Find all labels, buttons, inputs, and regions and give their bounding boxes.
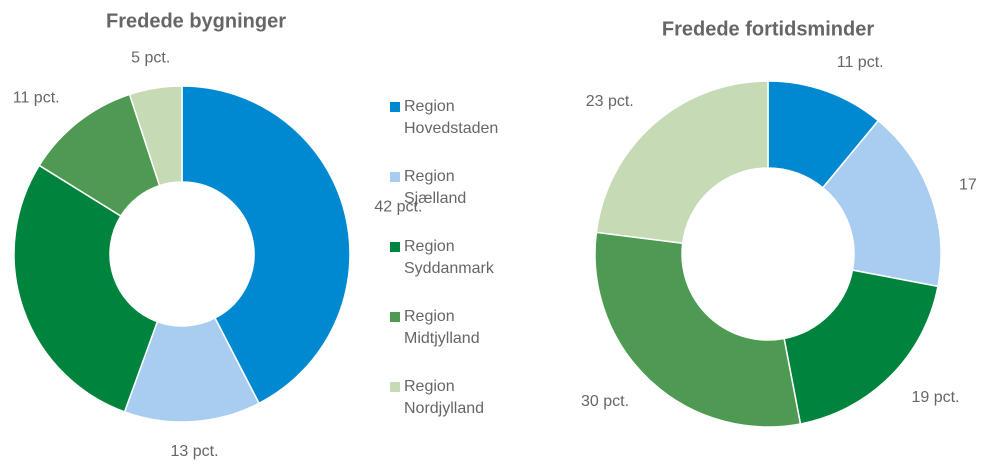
data-label: 17 pct. (959, 176, 982, 193)
data-label: 30 pct. (581, 393, 629, 410)
legend-item: Region Midtjylland (390, 306, 520, 376)
legend-swatch (390, 382, 400, 392)
legend: Region Hovedstaden Region Sjælland Region … (390, 96, 520, 446)
data-label: 42 pct. (374, 199, 422, 216)
data-label: 11 pct. (13, 90, 60, 107)
legend-swatch (390, 172, 400, 182)
donut-slice (13, 164, 159, 413)
legend-label: Region Hovedstaden (404, 98, 499, 137)
legend-label: Region Nordjylland (404, 378, 485, 417)
donut-slice (595, 80, 769, 245)
data-label: 13 pct. (171, 443, 219, 460)
donut-slice (821, 119, 942, 288)
legend-label: Region Sjælland (404, 168, 467, 207)
legend-item: Region Sjælland (390, 166, 520, 236)
data-label: 11 pct. (837, 54, 884, 71)
legend-swatch (390, 242, 400, 252)
donut-slice (783, 269, 939, 425)
legend-swatch (390, 312, 400, 322)
legend-item: Region Syddanmark (390, 236, 520, 306)
donut-slice (181, 85, 351, 405)
data-label: 5 pct. (131, 50, 170, 67)
chart-title: Fredede bygninger (106, 10, 286, 32)
chart-title: Fredede fortidsminder (662, 18, 874, 40)
legend-item: Region Nordjylland (390, 376, 520, 446)
legend-item: Region Hovedstaden (390, 96, 520, 166)
legend-swatch (390, 102, 400, 112)
donut-slice (594, 231, 802, 428)
data-label: 19 pct. (912, 389, 960, 406)
data-label: 23 pct. (586, 93, 634, 110)
legend-label: Region Midtjylland (404, 308, 480, 347)
legend-label: Region Syddanmark (404, 238, 494, 277)
donut-slice (128, 85, 183, 187)
